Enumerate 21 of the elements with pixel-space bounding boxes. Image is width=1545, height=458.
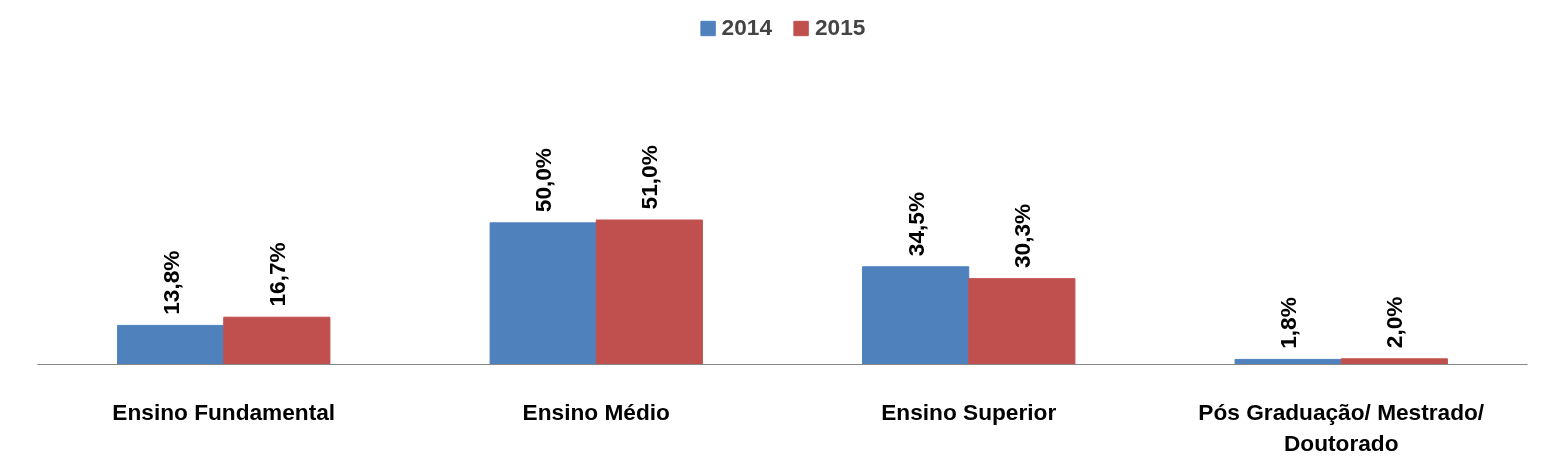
legend-label: 2015 bbox=[815, 14, 866, 41]
x-tick-label: Ensino Superior bbox=[881, 398, 1057, 425]
bar bbox=[489, 222, 597, 365]
x-tick-label: Pós Graduação/ Mestrado/ Doutorado bbox=[1198, 398, 1485, 456]
x-tick-label: Ensino Médio bbox=[522, 398, 670, 425]
data-label: 34,5% bbox=[902, 191, 929, 257]
bar bbox=[117, 324, 225, 365]
data-label: 2,0% bbox=[1381, 296, 1408, 349]
legend-label: 2014 bbox=[721, 14, 772, 41]
x-tick-label: Ensino Fundamental bbox=[112, 398, 336, 425]
bar bbox=[968, 278, 1076, 365]
data-label: 16,7% bbox=[263, 242, 290, 307]
bar bbox=[862, 266, 970, 365]
data-label: 51,0% bbox=[636, 145, 663, 210]
bar bbox=[1340, 358, 1448, 365]
bar bbox=[223, 316, 331, 365]
data-label: 50,0% bbox=[530, 147, 557, 213]
data-label: 13,8% bbox=[157, 250, 184, 315]
data-label: 30,3% bbox=[1008, 203, 1035, 269]
data-label: 1,8% bbox=[1275, 297, 1302, 349]
bar bbox=[595, 219, 703, 365]
